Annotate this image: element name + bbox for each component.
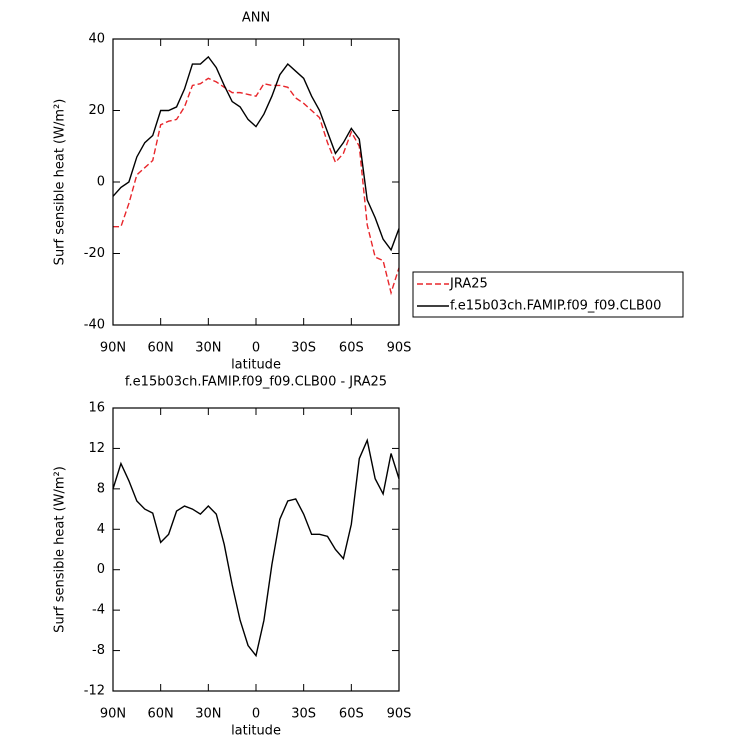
x-tick-label: 30N <box>195 341 221 356</box>
x-tick-label: 90S <box>387 341 412 356</box>
chart-title: f.e15b03ch.FAMIP.f09_f09.CLB00 - JRA25 <box>125 375 387 390</box>
x-tick-label: 60N <box>148 341 174 356</box>
y-tick-label: -20 <box>84 246 105 261</box>
y-tick-label: 0 <box>97 562 105 577</box>
data-line <box>113 77 400 296</box>
x-tick-label: 90N <box>100 341 126 356</box>
y-tick-label: 0 <box>97 175 105 190</box>
data-line <box>112 55 400 252</box>
legend-box <box>412 271 684 318</box>
x-tick-label: 30S <box>291 341 316 356</box>
x-tick-label: 60S <box>339 341 364 356</box>
y-tick-label: -40 <box>84 318 105 333</box>
plot-frame <box>112 407 400 692</box>
x-tick-label: 90S <box>387 707 412 722</box>
x-tick-label: 90N <box>100 707 126 722</box>
x-axis-label: latitude <box>231 724 281 739</box>
chart-title: ANN <box>242 11 270 26</box>
x-tick-label: 0 <box>252 341 260 356</box>
y-tick-label: 4 <box>97 522 105 537</box>
legend-label: f.e15b03ch.FAMIP.f09_f09.CLB00 <box>450 299 661 314</box>
data-line <box>112 438 400 658</box>
y-tick-label: 8 <box>97 481 105 496</box>
x-tick-label: 30N <box>195 707 221 722</box>
y-tick-label: -4 <box>92 603 105 618</box>
legend-label: JRA25 <box>449 277 488 292</box>
y-axis-label: Surf sensible heat (W/m²) <box>53 466 68 633</box>
x-tick-label: 60S <box>339 707 364 722</box>
x-tick-label: 60N <box>148 707 174 722</box>
y-tick-label: 40 <box>88 32 105 47</box>
x-tick-label: 30S <box>291 707 316 722</box>
plot-frame <box>112 38 400 326</box>
y-tick-label: -8 <box>92 643 105 658</box>
y-tick-label: 12 <box>88 441 105 456</box>
y-tick-label: 16 <box>88 401 105 416</box>
x-axis-label: latitude <box>231 358 281 373</box>
y-tick-label: -12 <box>84 684 105 699</box>
x-tick-label: 0 <box>252 707 260 722</box>
y-axis-label: Surf sensible heat (W/m²) <box>53 99 68 266</box>
y-tick-label: 20 <box>88 103 105 118</box>
